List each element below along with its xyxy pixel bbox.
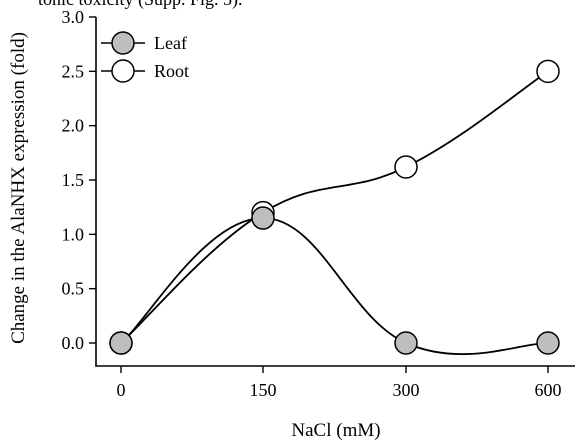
y-tick-label: 3.0 [62,7,85,27]
series-line-root [120,70,549,344]
legend-marker-root [111,59,135,83]
data-point-leaf [109,331,133,355]
series-line-leaf [120,217,549,355]
data-point-leaf [251,206,275,230]
x-ticks: 0 150 300 600 [117,366,562,400]
legend-marker-leaf [111,31,135,55]
legend: Leaf Root [101,31,189,83]
y-tick-label: 2.0 [62,116,85,136]
data-point-leaf [394,331,418,355]
data-point-root [536,59,560,84]
x-tick-label: 150 [250,380,277,400]
y-tick-label: 0.0 [62,333,85,353]
x-tick-label: 300 [393,380,420,400]
y-ticks: 0.0 0.5 1.0 1.5 2.0 2.5 3.0 [62,7,96,353]
cropped-caption-text: tonic toxicity (Supp. Fig. 5). [38,0,243,10]
y-tick-label: 2.5 [62,61,85,81]
data-point-leaf [536,331,560,355]
x-tick-label: 600 [535,380,562,400]
y-tick-label: 0.5 [62,279,85,299]
x-tick-label: 0 [117,380,126,400]
axes [95,17,575,367]
legend-label: Root [154,61,189,81]
axis-frame [95,17,575,367]
x-axis-label: NaCl (mM) [291,420,380,441]
series-points [109,59,560,355]
y-tick-label: 1.5 [62,170,85,190]
series-lines [120,70,549,355]
legend-label: Leaf [154,33,187,53]
y-axis-label: Change in the AlaNHX expression (fold) [8,32,29,344]
data-point-root [394,155,418,179]
y-tick-label: 1.0 [62,224,85,244]
